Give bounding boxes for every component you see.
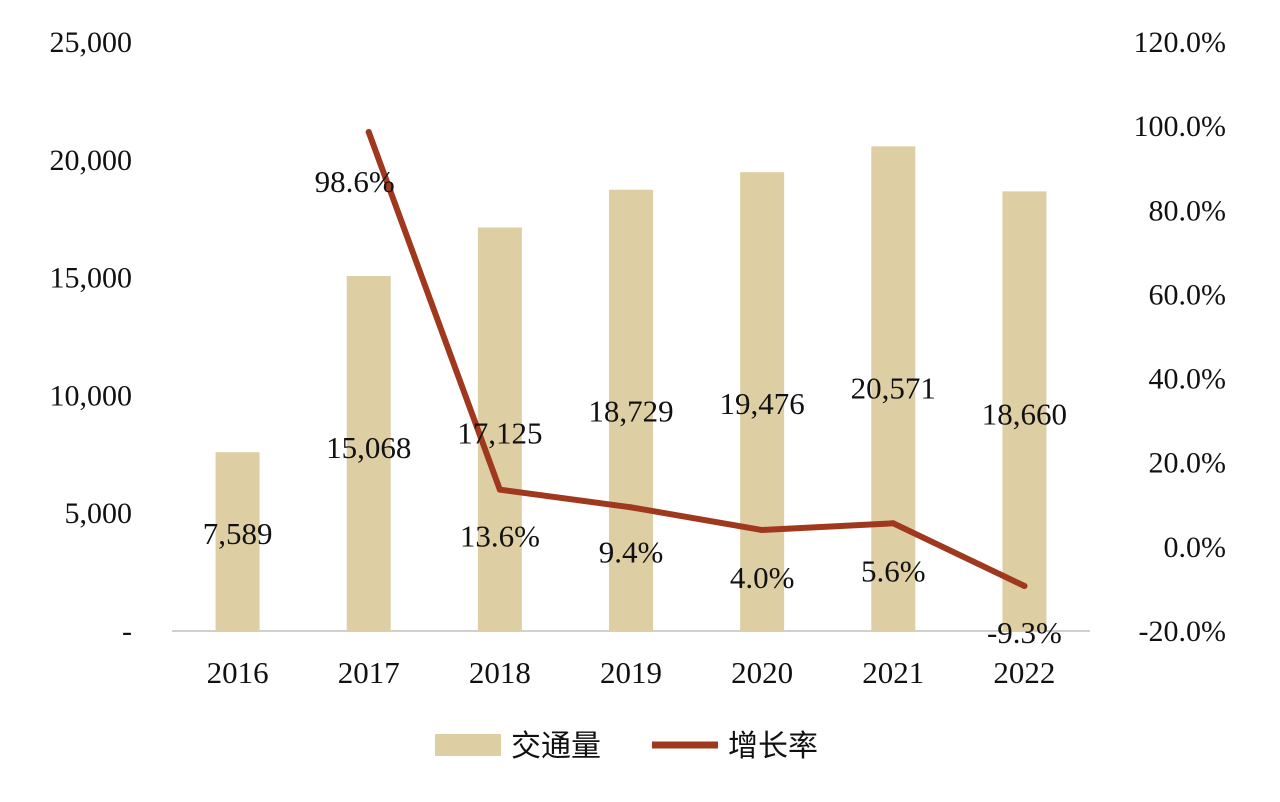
right-tick-label: 20.0% <box>1149 447 1227 480</box>
x-tick-label: 2017 <box>338 655 400 690</box>
left-tick-label: 10,000 <box>50 379 133 412</box>
line-point <box>759 527 766 534</box>
right-y-axis: -20.0% 0.0% 20.0% 40.0% 60.0% 80.0% 100.0% 120.… <box>1134 26 1227 648</box>
right-tick-label: 40.0% <box>1149 363 1227 396</box>
bar-2020 <box>740 172 785 631</box>
legend: 交通量 增长率 <box>435 729 818 764</box>
line-point <box>1021 582 1028 589</box>
bar-series <box>215 146 1047 632</box>
right-tick-label: -20.0% <box>1139 615 1226 648</box>
bar-data-labels: 7,589 15,068 17,125 18,729 19,476 20,571 18,66… <box>203 370 1067 551</box>
bar-data-label: 20,571 <box>851 370 936 405</box>
left-y-axis: - 5,000 10,000 15,000 20,000 25,000 <box>50 26 133 648</box>
bar-data-label: 18,729 <box>588 394 673 429</box>
left-tick-label: 15,000 <box>50 262 133 295</box>
x-tick-label: 2016 <box>207 655 269 690</box>
x-tick-label: 2020 <box>731 655 793 690</box>
bar-2016 <box>215 452 260 631</box>
bar-2022 <box>1002 191 1047 631</box>
line-data-label: -9.3% <box>987 615 1062 650</box>
bar-data-label: 19,476 <box>720 386 805 421</box>
legend-swatch-bar <box>435 734 501 756</box>
line-point <box>628 504 634 511</box>
line-data-label: 13.6% <box>460 519 540 554</box>
line-data-label: 98.6% <box>315 164 395 199</box>
line-point <box>496 486 503 493</box>
right-tick-label: 0.0% <box>1164 531 1227 564</box>
bar-data-label: 17,125 <box>457 416 542 451</box>
right-tick-label: 60.0% <box>1149 278 1227 311</box>
bar-data-label: 18,660 <box>982 396 1067 431</box>
x-tick-label: 2018 <box>469 655 531 690</box>
right-tick-label: 80.0% <box>1149 194 1227 227</box>
bar-2018 <box>477 227 522 631</box>
line-data-labels: 98.6% 13.6% 9.4% 4.0% 5.6% -9.3% <box>315 164 1062 650</box>
left-tick-label: - <box>122 615 132 648</box>
left-tick-label: 25,000 <box>50 26 133 59</box>
right-tick-label: 100.0% <box>1134 110 1227 143</box>
x-tick-label: 2022 <box>993 655 1055 690</box>
x-tick-label: 2021 <box>862 655 924 690</box>
bar-2021 <box>871 146 916 632</box>
bar-data-label: 15,068 <box>326 430 411 465</box>
x-tick-label: 2019 <box>600 655 662 690</box>
line-point <box>890 520 897 527</box>
bar-data-label: 7,589 <box>203 516 273 551</box>
line-data-label: 5.6% <box>861 553 926 588</box>
line-series <box>365 129 1028 589</box>
line-data-label: 4.0% <box>730 560 795 595</box>
bar-2017 <box>346 275 391 631</box>
growth-rate-line <box>365 129 1028 589</box>
legend-label-line: 增长率 <box>728 729 818 764</box>
legend-label-bar: 交通量 <box>511 729 601 764</box>
x-axis: 2016 2017 2018 2019 2020 2021 2022 <box>207 655 1056 690</box>
bar-2019 <box>609 189 653 632</box>
right-tick-label: 120.0% <box>1134 26 1227 59</box>
left-tick-label: 5,000 <box>65 497 133 530</box>
line-point <box>365 129 372 136</box>
left-tick-label: 20,000 <box>50 144 133 177</box>
line-data-label: 9.4% <box>599 534 664 569</box>
